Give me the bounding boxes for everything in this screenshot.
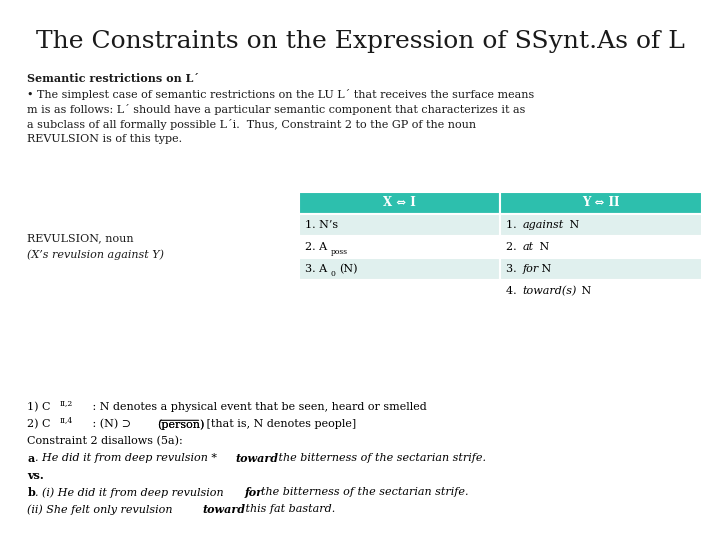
Text: b: b [27,487,35,498]
Bar [299,280,500,302]
Text: toward(s): toward(s) [523,286,577,296]
Text: a subclass of all formally possible L´i.  Thus, Constraint 2 to the GP of the no: a subclass of all formally possible L´i.… [27,119,477,130]
Text: 2. A: 2. A [305,242,327,252]
Text: toward: toward [202,504,246,515]
Text: N: N [536,242,549,252]
Text: N: N [539,264,552,274]
Text: The Constraints on the Expression of SSynt.As of L: The Constraints on the Expression of SSy… [35,30,685,53]
Text: 1) C: 1) C [27,402,51,413]
Text: (X’s revulsion against Y): (X’s revulsion against Y) [27,249,164,260]
Text: against: against [523,220,564,229]
Text: . He did it from deep revulsion *: . He did it from deep revulsion * [35,453,217,463]
Bar [299,258,500,280]
Text: for: for [523,264,539,274]
Text: 2) C: 2) C [27,419,51,430]
Text: vs.: vs. [27,470,44,481]
Text: the bitterness of the sectarian strife.: the bitterness of the sectarian strife. [261,487,469,497]
Text: Semantic restrictions on L´: Semantic restrictions on L´ [27,73,199,84]
Text: (ii) She felt only revulsion: (ii) She felt only revulsion [27,504,176,515]
Text: N: N [578,286,592,296]
Text: . (i) He did it from deep revulsion: . (i) He did it from deep revulsion [35,487,228,498]
Text: : (N) ⊃: : (N) ⊃ [82,419,135,430]
Text: REVULSION is of this type.: REVULSION is of this type. [27,134,182,144]
Text: II,4: II,4 [59,416,73,424]
Bar [299,214,500,235]
Text: poss: poss [330,248,348,256]
Bar [299,192,500,214]
Text: X ⇔ I: X ⇔ I [383,196,416,209]
Bar [500,214,702,235]
Text: [that is, N denotes people]: [that is, N denotes people] [203,419,356,429]
Text: 1.: 1. [506,220,521,229]
Text: II,2: II,2 [59,399,73,407]
Text: 0: 0 [330,269,336,278]
Text: 3. A: 3. A [305,264,327,274]
Text: at: at [523,242,534,252]
Text: (N): (N) [339,264,357,274]
Bar [500,192,702,214]
Text: (person): (person) [158,419,204,430]
Text: Constraint 2 disallows (5a):: Constraint 2 disallows (5a): [27,436,183,447]
Text: (person): (person) [158,419,204,430]
Text: for: for [244,487,262,498]
Text: m is as follows: L´ should have a particular semantic component that characteriz: m is as follows: L´ should have a partic… [27,104,526,115]
Text: • The simplest case of semantic restrictions on the LU L´ that receives the surf: • The simplest case of semantic restrict… [27,89,535,100]
Bar [299,235,500,258]
Text: : N denotes a physical event that be seen, heard or smelled: : N denotes a physical event that be see… [82,402,427,413]
Text: REVULSION, noun: REVULSION, noun [27,234,134,244]
Text: 2.: 2. [506,242,521,252]
Text: a: a [27,453,35,464]
Bar [500,235,702,258]
Bar [500,280,702,302]
Text: the bitterness of the sectarian strife.: the bitterness of the sectarian strife. [275,453,487,463]
Text: 4.: 4. [506,286,521,296]
Text: N: N [567,220,580,229]
Bar [500,258,702,280]
Text: 3.: 3. [506,264,521,274]
Text: toward: toward [235,453,279,464]
Text: Y ⇔ II: Y ⇔ II [582,196,620,209]
Text: 1. N’s: 1. N’s [305,220,338,229]
Text: this fat bastard.: this fat bastard. [243,504,336,514]
